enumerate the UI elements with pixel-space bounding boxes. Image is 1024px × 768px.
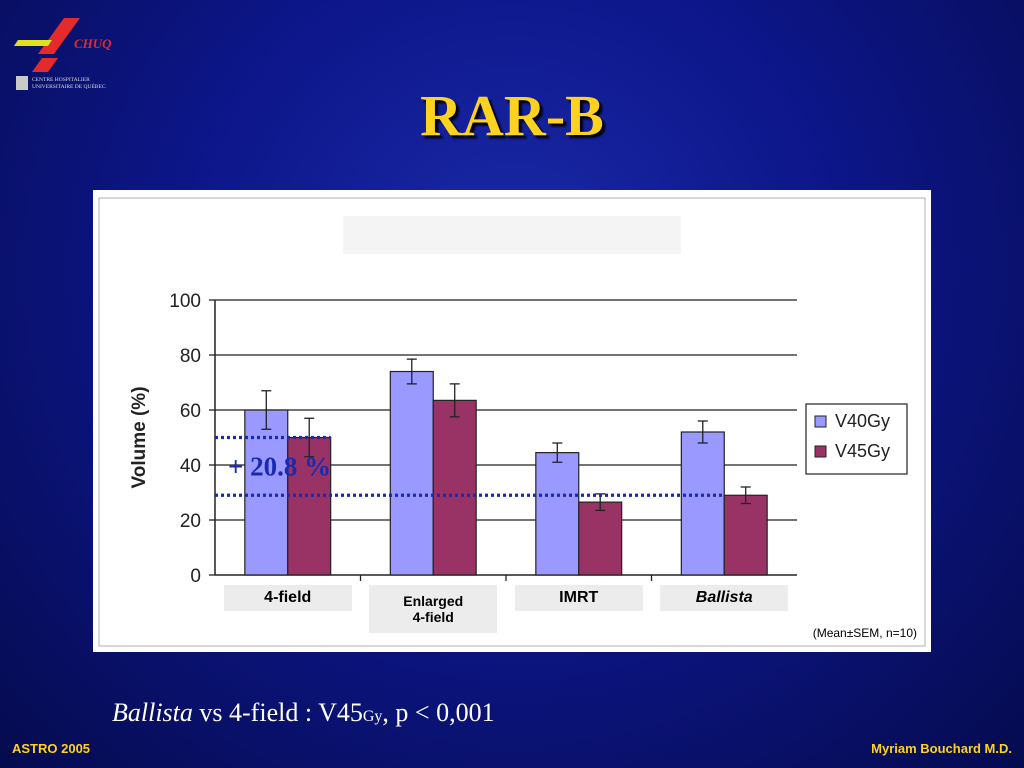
category-label-1: Enlarged 4-field (369, 585, 498, 633)
annotation-label: + 20.8 % (228, 451, 331, 481)
category-label-3: Ballista (660, 585, 789, 611)
y-tick-label: 20 (180, 511, 201, 532)
footer-author: Myriam Bouchard M.D. (871, 741, 1012, 756)
chart-inner-border (98, 197, 926, 647)
statement-main: vs 4-field : V45 (192, 698, 363, 727)
bottom-statement: Ballista vs 4-field : V45Gy, p < 0,001 (112, 698, 495, 728)
bar-v40gy-3 (680, 431, 725, 576)
bar-v40gy-2 (535, 452, 580, 576)
statement-pvalue: , p < 0,001 (382, 698, 495, 727)
logo-brand: CHUQ (74, 36, 112, 51)
category-label-line: IMRT (559, 589, 599, 606)
bar-v40gy-0 (244, 409, 289, 576)
category-label-0: 4-field (223, 585, 352, 611)
bar-v40gy-1 (389, 370, 434, 576)
bar-v45gy-2 (578, 501, 623, 576)
logo-line1: CENTRE HOSPITALIER (32, 77, 90, 83)
chuq-logo: CHUQ CENTRE HOSPITALIER UNIVERSITAIRE DE… (12, 14, 112, 94)
statement-unit: Gy (362, 708, 383, 725)
legend-swatch-v45gy (814, 445, 827, 458)
y-tick-label: 100 (169, 291, 201, 312)
statement-ballista: Ballista (112, 698, 193, 727)
logo-line2: UNIVERSITAIRE DE QUÉBEC (32, 82, 106, 90)
category-label-line: Ballista (695, 589, 753, 606)
y-tick-label: 80 (180, 346, 201, 367)
chart-footnote: (Mean±SEM, n=10) (812, 626, 917, 640)
footer-conference: ASTRO 2005 (12, 741, 91, 756)
bar-v45gy-3 (723, 494, 768, 576)
chart-title-area (343, 216, 681, 254)
legend-label-v45gy: V45Gy (835, 441, 890, 461)
y-tick-label: 40 (180, 456, 201, 477)
legend-swatch-v40gy (814, 415, 827, 428)
y-tick-label: 60 (180, 401, 201, 422)
legend-label-v40gy: V40Gy (835, 411, 890, 431)
y-axis-title: Volume (%) (129, 386, 150, 488)
bar-v45gy-1 (432, 399, 477, 576)
slide-title: RAR-B (420, 83, 604, 148)
category-label-line: Enlarged (403, 593, 464, 609)
category-label-2: IMRT (514, 585, 643, 611)
bar-v45gy-0 (287, 436, 332, 576)
bar-chart: 0 20 40 60 80 100 Volume (%) V40Gy V45Gy + 20.8 % (98, 197, 926, 647)
chart-panel: 0 20 40 60 80 100 Volume (%) V40Gy V45Gy + 20.8 %… (93, 190, 931, 652)
y-tick-label: 0 (190, 566, 201, 587)
category-label-line: 4-field (264, 589, 312, 606)
category-label-line: 4-field (412, 609, 454, 625)
